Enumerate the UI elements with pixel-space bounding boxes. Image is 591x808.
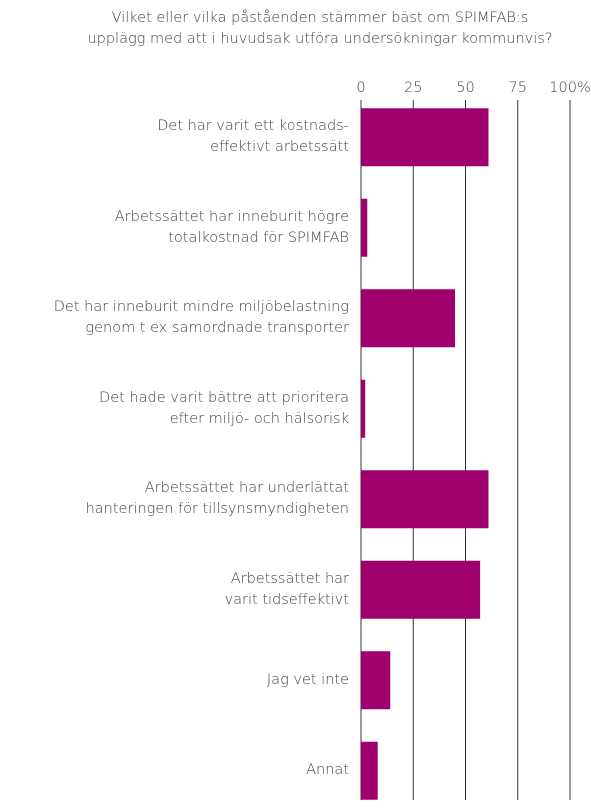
x-tick-label: 25 (404, 80, 422, 96)
x-tick-label: 0 (356, 80, 365, 96)
bar (361, 560, 481, 619)
y-tick-label: Arbetssättet har varit tidseffektivt (224, 570, 349, 608)
bar (361, 379, 366, 438)
x-tick-label: 50 (456, 80, 474, 96)
y-tick-label: Arbetssättet har underlättat hanteringen… (85, 480, 349, 518)
y-tick-label: Annat (306, 762, 349, 779)
y-tick-label: Det hade varit bättre att prioritera eft… (99, 389, 349, 427)
y-tick-label: Arbetssättet har inneburit högre totalko… (114, 208, 349, 246)
bar (361, 741, 378, 800)
bar (361, 651, 391, 710)
y-tick-label: Det har varit ett kostnads- effektivt ar… (157, 118, 349, 156)
x-tick-label: 75 (509, 80, 527, 96)
bar (361, 470, 489, 529)
x-tick-label: 100% (549, 80, 590, 96)
bar (361, 108, 489, 167)
bar (361, 289, 456, 348)
chart-title: Vilket eller vilka påståenden stämmer bä… (87, 10, 553, 47)
bar (361, 198, 368, 257)
y-tick-label: Det har inneburit mindre miljöbelastning… (53, 299, 349, 337)
y-tick-label: Jag vet inte (266, 671, 349, 688)
